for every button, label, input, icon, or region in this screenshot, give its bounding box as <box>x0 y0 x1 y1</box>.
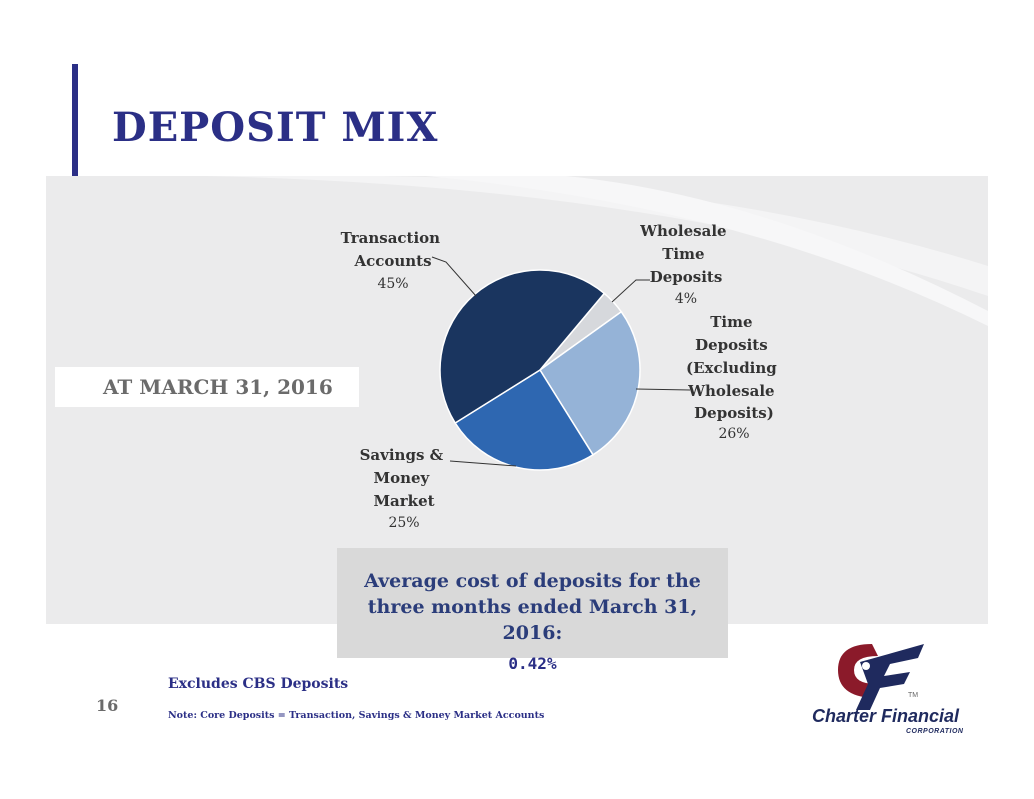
title-accent-bar <box>72 64 78 200</box>
avg-cost-callout: Average cost of deposits for the three m… <box>337 548 728 673</box>
logo-trademark: TM <box>908 692 919 699</box>
slice-label-wholesale: Wholesale Time Deposits <box>639 222 732 286</box>
logo-name: Charter Financial <box>812 706 960 726</box>
slice-label-time: Time Deposits (Excluding Wholesale Depos… <box>686 313 782 422</box>
leader-time <box>635 388 691 391</box>
page-number: 16 <box>96 696 119 715</box>
leader-savings <box>449 460 517 467</box>
background-swoosh <box>206 176 988 326</box>
leader-transaction <box>431 256 477 297</box>
slice-label-savings: Savings & Money Market <box>360 446 449 510</box>
slice-pct-savings: 25% <box>388 515 419 531</box>
avg-cost-text: Average cost of deposits for the three m… <box>364 570 701 644</box>
charter-financial-logo-icon <box>838 644 924 710</box>
slide-title: DEPOSIT MIX <box>112 104 439 151</box>
slice-pct-time: 26% <box>718 426 749 442</box>
avg-cost-value: 0.42% <box>508 654 557 673</box>
date-label: AT MARCH 31, 2016 <box>55 367 359 407</box>
slice-pct-wholesale: 4% <box>675 291 697 307</box>
slice-savings <box>454 368 595 471</box>
leader-wholesale <box>611 279 650 303</box>
slice-label-transaction: Transaction Accounts <box>341 229 446 270</box>
logo-subtitle: CORPORATION <box>906 728 964 735</box>
slice-pct-transaction: 45% <box>377 276 408 292</box>
footnote-excludes: Excludes CBS Deposits <box>168 676 349 692</box>
footnote-note: Note: Core Deposits = Transaction, Savin… <box>168 710 545 721</box>
